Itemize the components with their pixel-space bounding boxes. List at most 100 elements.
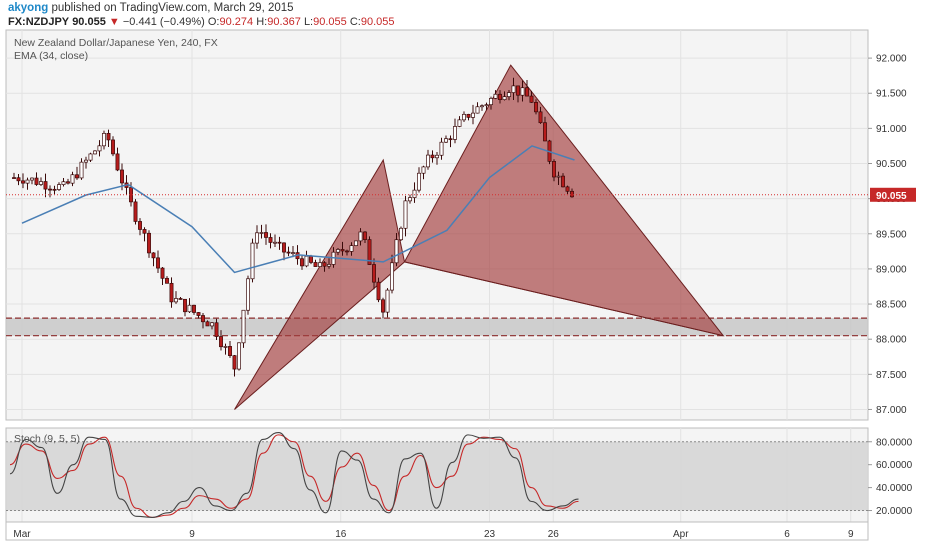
- candle[interactable]: [138, 218, 142, 236]
- candle[interactable]: [543, 116, 547, 142]
- candle[interactable]: [57, 182, 61, 191]
- candle[interactable]: [345, 249, 349, 256]
- candle[interactable]: [88, 152, 93, 163]
- candle[interactable]: [187, 298, 192, 313]
- candle[interactable]: [318, 258, 322, 267]
- candle[interactable]: [381, 297, 385, 319]
- pattern-bd-line[interactable]: [404, 261, 724, 337]
- candle[interactable]: [106, 129, 111, 147]
- candle[interactable]: [561, 173, 565, 188]
- candle[interactable]: [228, 341, 232, 358]
- candle[interactable]: [376, 277, 381, 303]
- candle[interactable]: [151, 252, 156, 267]
- author-link[interactable]: akyong: [8, 2, 49, 14]
- stoch-k-line[interactable]: [9, 432, 579, 518]
- candle[interactable]: [232, 354, 237, 377]
- candle[interactable]: [214, 318, 219, 341]
- candle[interactable]: [223, 343, 228, 355]
- candle[interactable]: [61, 177, 66, 187]
- candle[interactable]: [277, 236, 282, 250]
- candle[interactable]: [165, 276, 169, 284]
- candle[interactable]: [372, 258, 376, 290]
- candle[interactable]: [52, 185, 57, 195]
- candle[interactable]: [169, 277, 174, 308]
- candle[interactable]: [538, 106, 543, 124]
- candle[interactable]: [97, 140, 102, 157]
- candle[interactable]: [322, 261, 327, 272]
- candle[interactable]: [471, 104, 475, 125]
- candle[interactable]: [426, 149, 430, 170]
- candle[interactable]: [79, 158, 84, 180]
- candle[interactable]: [340, 241, 345, 256]
- candle[interactable]: [444, 135, 448, 143]
- candle[interactable]: [534, 99, 538, 115]
- candle[interactable]: [30, 177, 34, 185]
- candle[interactable]: [268, 233, 273, 249]
- candle[interactable]: [12, 172, 16, 179]
- candle[interactable]: [291, 246, 295, 258]
- candle[interactable]: [219, 330, 223, 351]
- pattern-triangle-xab[interactable]: [234, 158, 406, 410]
- candle[interactable]: [466, 113, 471, 121]
- candle[interactable]: [210, 322, 214, 330]
- candle[interactable]: [556, 171, 561, 185]
- candle[interactable]: [336, 247, 340, 256]
- candle[interactable]: [502, 91, 507, 101]
- candle[interactable]: [282, 242, 286, 261]
- candle[interactable]: [259, 224, 264, 239]
- candle[interactable]: [84, 156, 88, 169]
- time-axis[interactable]: Mar 9 16 23 26 Apr 6 9: [5, 521, 869, 541]
- candle[interactable]: [493, 90, 498, 100]
- candle[interactable]: [385, 288, 390, 318]
- candle[interactable]: [192, 304, 196, 315]
- candle[interactable]: [520, 80, 525, 102]
- candle[interactable]: [525, 80, 529, 97]
- candle[interactable]: [421, 165, 426, 180]
- candle[interactable]: [205, 320, 210, 327]
- candle[interactable]: [183, 298, 187, 317]
- candle[interactable]: [462, 111, 466, 122]
- candle[interactable]: [498, 90, 502, 104]
- candle[interactable]: [201, 313, 205, 329]
- candle[interactable]: [255, 225, 259, 249]
- candle[interactable]: [552, 159, 556, 182]
- candle[interactable]: [111, 136, 115, 157]
- candle[interactable]: [241, 309, 246, 348]
- candle[interactable]: [489, 96, 493, 110]
- candle[interactable]: [70, 171, 75, 187]
- candle[interactable]: [196, 311, 201, 319]
- candle[interactable]: [147, 230, 151, 258]
- candle[interactable]: [511, 77, 516, 100]
- candle[interactable]: [102, 130, 106, 150]
- candle[interactable]: [39, 177, 43, 187]
- candle[interactable]: [484, 102, 489, 111]
- candle[interactable]: [174, 291, 178, 304]
- candle[interactable]: [16, 173, 21, 186]
- ema-line[interactable]: [21, 145, 575, 274]
- support-zone[interactable]: [6, 318, 868, 336]
- candle[interactable]: [178, 297, 183, 300]
- candle[interactable]: [133, 199, 138, 225]
- candle[interactable]: [439, 137, 444, 160]
- candle[interactable]: [48, 185, 52, 198]
- candle[interactable]: [75, 166, 79, 180]
- candle[interactable]: [273, 234, 277, 248]
- candle[interactable]: [412, 182, 417, 203]
- candle[interactable]: [399, 226, 403, 241]
- candle[interactable]: [286, 246, 291, 257]
- candle[interactable]: [570, 188, 574, 198]
- candle[interactable]: [156, 250, 160, 274]
- candle[interactable]: [313, 259, 318, 267]
- candle[interactable]: [358, 228, 363, 246]
- candle[interactable]: [142, 227, 147, 242]
- candle[interactable]: [327, 258, 331, 269]
- candle[interactable]: [349, 242, 354, 256]
- candle[interactable]: [475, 102, 480, 114]
- candle[interactable]: [354, 240, 358, 247]
- symbol-label[interactable]: FX:NZDJPY: [8, 16, 70, 28]
- candle[interactable]: [25, 177, 30, 190]
- candle[interactable]: [529, 90, 534, 103]
- candle[interactable]: [93, 150, 97, 155]
- candle[interactable]: [480, 104, 484, 111]
